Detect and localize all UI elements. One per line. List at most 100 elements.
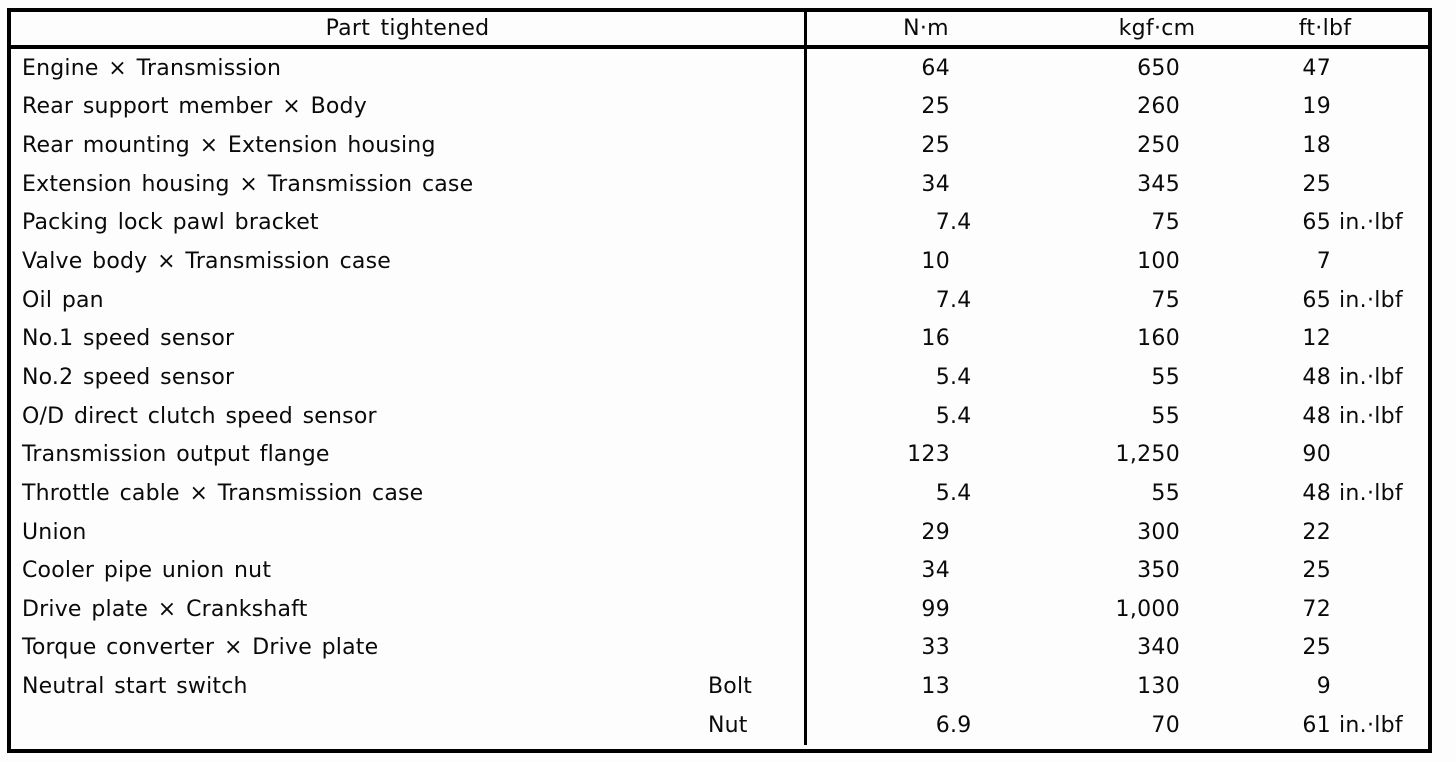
table-row: Extension housing × Transmission case 34 3… [11, 164, 1428, 204]
ftlbf-value: 48 [1302, 364, 1331, 390]
table-row: Engine × Transmission 64 650 47 [11, 49, 1428, 88]
ftlbf-value: 22 [1302, 519, 1331, 545]
unit-headers: N·m kgf·cm ft·lbf [807, 12, 1428, 45]
table-row: Torque converter × Drive plate 33 340 25 [11, 628, 1428, 668]
part-name: No.1 speed sensor [22, 326, 235, 352]
part-cell: Oil pan [11, 280, 807, 320]
torque-values: 13 130 9 [807, 674, 1428, 699]
part-name: Throttle cable × Transmission case [22, 480, 424, 506]
table-row: Oil pan 7.4 75 65 in.·lbf [11, 280, 1428, 320]
ftlbf-value: 25 [1302, 558, 1331, 584]
part-cell: Extension housing × Transmission case [11, 164, 807, 204]
nm-value: 13 [921, 674, 950, 700]
nm-value: 123 [907, 442, 950, 468]
ftlbf-value: 9 [1316, 674, 1331, 700]
table-row: Rear support member × Body 25 260 19 [11, 87, 1428, 127]
table-header-row: Part tightened N·m kgf·cm ft·lbf [11, 12, 1428, 49]
torque-values: 29 300 22 [807, 520, 1428, 545]
column-header-ft-lbf: ft·lbf [1298, 16, 1352, 41]
table-row: No.1 speed sensor 16 160 12 [11, 319, 1428, 359]
kgfcm-value: 75 [1151, 210, 1180, 236]
table-row: Union 29 300 22 [11, 512, 1428, 552]
nm-value: 25 [921, 133, 950, 159]
kgfcm-value: 345 [1137, 171, 1180, 197]
ftlbf-value: 25 [1302, 171, 1331, 197]
fastener-type-label: Nut [708, 712, 748, 738]
part-cell: Torque converter × Drive plate [11, 628, 807, 668]
nm-value-decimal: .9 [950, 712, 972, 738]
nm-value-decimal: .4 [950, 480, 972, 506]
torque-values: 6.9 70 61 in.·lbf [807, 713, 1428, 738]
nm-value-decimal: .4 [950, 403, 972, 429]
table-row: Neutral start switch Bolt 13 130 9 [11, 667, 1428, 706]
ftlbf-value: 72 [1302, 596, 1331, 622]
part-name: Drive plate × Crankshaft [22, 596, 308, 622]
ftlbf-unit-suffix: in.·lbf [1339, 712, 1403, 738]
torque-specifications-table: Part tightened N·m kgf·cm ft·lbf Engine … [7, 8, 1432, 753]
part-name: Transmission output flange [22, 442, 330, 468]
torque-values: 5.4 55 48 in.·lbf [807, 481, 1428, 506]
kgfcm-value: 55 [1151, 403, 1180, 429]
part-name: Packing lock pawl bracket [22, 210, 319, 236]
torque-values: 34 350 25 [807, 558, 1428, 583]
table-row: Nut 6.9 70 61 in.·lbf [11, 705, 1428, 745]
torque-values: 10 100 7 [807, 249, 1428, 274]
kgfcm-value: 340 [1137, 635, 1180, 661]
kgfcm-value: 250 [1137, 133, 1180, 159]
nm-value: 6 [935, 712, 950, 738]
ftlbf-value: 7 [1316, 249, 1331, 275]
torque-values: 16 160 12 [807, 326, 1428, 351]
ftlbf-value: 48 [1302, 403, 1331, 429]
table-row: Cooler pipe union nut 34 350 25 [11, 551, 1428, 590]
part-cell: Valve body × Transmission case [11, 242, 807, 281]
table-row: Transmission output flange 123 1,250 90 [11, 435, 1428, 475]
part-name: Engine × Transmission [22, 55, 282, 81]
nm-value: 33 [921, 635, 950, 661]
part-cell: Union [11, 512, 807, 552]
torque-values: 5.4 55 48 in.·lbf [807, 404, 1428, 429]
nm-value: 34 [921, 558, 950, 584]
part-name: Torque converter × Drive plate [22, 635, 379, 661]
ftlbf-unit-suffix: in.·lbf [1339, 364, 1403, 390]
nm-value: 7 [935, 210, 950, 236]
column-header-newton-meter: N·m [903, 16, 949, 41]
torque-values: 64 650 47 [807, 56, 1428, 81]
part-cell: Engine × Transmission [11, 49, 807, 88]
torque-values: 7.4 75 65 in.·lbf [807, 288, 1428, 313]
nm-value: 64 [921, 55, 950, 81]
torque-values: 25 260 19 [807, 94, 1428, 119]
ftlbf-value: 19 [1302, 94, 1331, 120]
ftlbf-value: 65 [1302, 210, 1331, 236]
table-row: Throttle cable × Transmission case 5.4 55 4… [11, 474, 1428, 513]
nm-value: 10 [921, 249, 950, 275]
kgfcm-value: 1,000 [1115, 596, 1180, 622]
torque-values: 99 1,000 72 [807, 597, 1428, 622]
column-header-part-tightened: Part tightened [11, 12, 807, 45]
part-name: Valve body × Transmission case [22, 249, 391, 275]
nm-value: 5 [935, 480, 950, 506]
part-cell: Throttle cable × Transmission case [11, 474, 807, 513]
ftlbf-value: 48 [1302, 480, 1331, 506]
ftlbf-value: 18 [1302, 133, 1331, 159]
part-name: Extension housing × Transmission case [22, 171, 474, 197]
torque-values: 123 1,250 90 [807, 442, 1428, 467]
nm-value: 7 [935, 287, 950, 313]
torque-values: 34 345 25 [807, 172, 1428, 197]
kgfcm-value: 70 [1151, 712, 1180, 738]
part-name: Cooler pipe union nut [22, 558, 272, 584]
kgfcm-value: 100 [1137, 249, 1180, 275]
torque-values: 5.4 55 48 in.·lbf [807, 365, 1428, 390]
ftlbf-unit-suffix: in.·lbf [1339, 287, 1403, 313]
nm-value: 34 [921, 171, 950, 197]
kgfcm-value: 300 [1137, 519, 1180, 545]
kgfcm-value: 260 [1137, 94, 1180, 120]
part-name: Neutral start switch [22, 674, 248, 700]
nm-value-decimal: .4 [950, 210, 972, 236]
torque-values: 25 250 18 [807, 133, 1428, 158]
part-cell: Cooler pipe union nut [11, 551, 807, 590]
table-row: Rear mounting × Extension housing 25 250 18 [11, 126, 1428, 165]
table-row: O/D direct clutch speed sensor 5.4 55 48 in.… [11, 396, 1428, 436]
ftlbf-unit-suffix: in.·lbf [1339, 403, 1403, 429]
ftlbf-value: 12 [1302, 326, 1331, 352]
kgfcm-value: 75 [1151, 287, 1180, 313]
